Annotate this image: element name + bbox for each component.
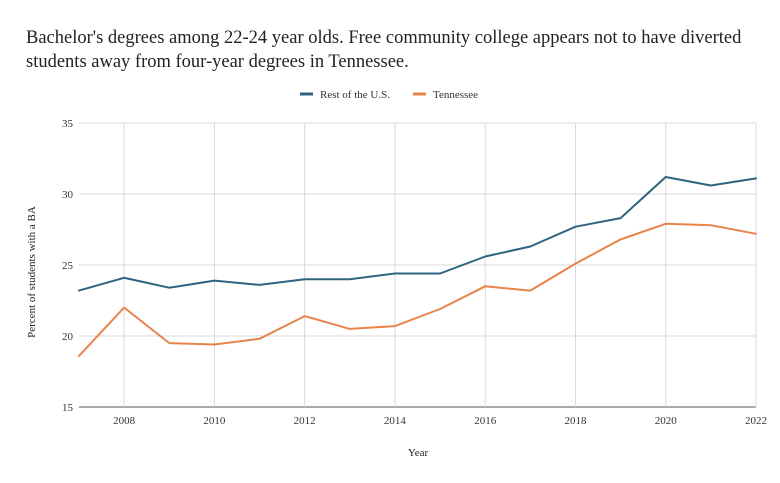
series-line-0 <box>78 176 757 292</box>
x-tick-label: 2020 <box>655 415 678 427</box>
x-tick-label: 2010 <box>203 415 226 427</box>
x-tick-label: 2008 <box>113 415 136 427</box>
x-tick-label: 2014 <box>384 415 407 427</box>
y-tick-label: 30 <box>62 189 74 201</box>
chart-title: Bachelor's degrees among 22-24 year olds… <box>26 28 742 72</box>
y-axis-label: Percent of students with a BA <box>26 206 38 338</box>
y-tick-label: 35 <box>62 118 74 130</box>
x-tick-label: 2016 <box>474 415 497 427</box>
grid <box>79 122 757 408</box>
y-tick-label: 25 <box>62 260 74 272</box>
legend-label: Rest of the U.S. <box>320 89 390 101</box>
x-tick-label: 2022 <box>745 415 767 427</box>
y-tick-label: 20 <box>62 331 74 343</box>
y-tick-label: 15 <box>62 402 74 414</box>
x-axis-ticks: 2008 2010 2012 2014 2016 2018 2020 2022 <box>113 415 767 427</box>
x-tick-label: 2012 <box>294 415 316 427</box>
x-tick-label: 2018 <box>564 415 587 427</box>
series-lines <box>78 176 757 357</box>
y-axis-ticks: 15 20 25 30 35 <box>62 118 74 414</box>
series-line-1 <box>78 222 757 357</box>
x-axis-label: Year <box>408 447 429 459</box>
legend-label: Tennessee <box>433 89 478 101</box>
legend: Rest of the U.S. Tennessee <box>300 89 478 101</box>
